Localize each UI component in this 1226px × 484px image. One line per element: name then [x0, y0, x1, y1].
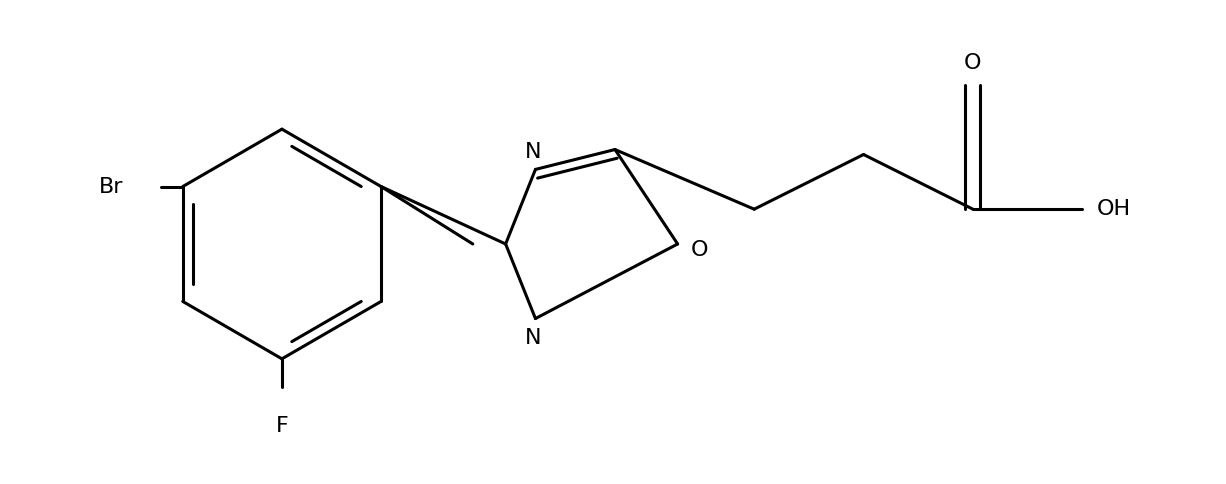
Text: N: N: [525, 329, 542, 348]
Text: O: O: [690, 240, 709, 260]
Text: O: O: [964, 53, 982, 73]
Text: Br: Br: [99, 177, 124, 197]
Text: F: F: [276, 416, 288, 437]
Text: OH: OH: [1097, 199, 1132, 219]
Text: N: N: [525, 141, 542, 162]
